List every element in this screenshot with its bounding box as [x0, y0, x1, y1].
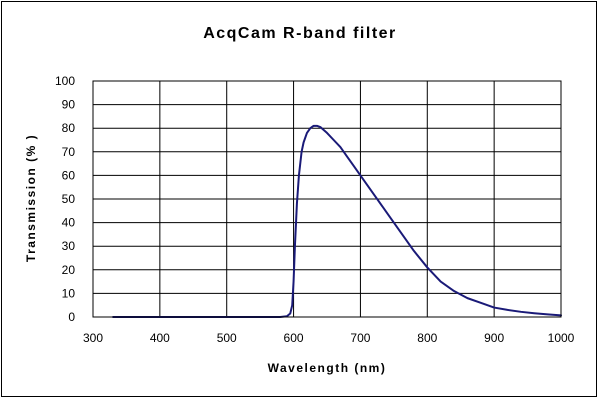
chart-title: AcqCam R-band filter — [203, 25, 397, 42]
y-tick-label: 0 — [68, 310, 75, 324]
x-tick-label: 300 — [83, 331, 103, 345]
y-tick-label: 10 — [62, 286, 76, 300]
y-tick-label: 100 — [55, 74, 75, 88]
tick-labels: 300 400 500 600 700 800 900 1000 0 10 20 30 40 50 60 70… — [55, 74, 575, 345]
y-tick-label: 90 — [62, 98, 76, 112]
x-tick-label: 600 — [284, 331, 304, 345]
grid — [92, 80, 562, 318]
series-layer — [112, 124, 562, 318]
x-tick-label: 500 — [217, 331, 237, 345]
y-tick-label: 20 — [62, 263, 76, 277]
x-tick-label: 1000 — [548, 331, 575, 345]
y-axis-label: Transmission (% ) — [24, 134, 38, 262]
series-line — [112, 124, 562, 318]
x-tick-label: 800 — [417, 331, 437, 345]
y-tick-label: 40 — [62, 216, 76, 230]
y-tick-label: 60 — [62, 168, 76, 182]
y-tick-label: 50 — [62, 192, 76, 206]
x-tick-label: 400 — [150, 331, 170, 345]
y-tick-label: 70 — [62, 145, 76, 159]
y-tick-label: 80 — [62, 121, 76, 135]
x-tick-label: 700 — [350, 331, 370, 345]
x-tick-label: 900 — [484, 331, 504, 345]
x-axis-label: Wavelength (nm) — [268, 361, 387, 375]
plot-area — [92, 80, 562, 318]
y-tick-label: 30 — [62, 239, 76, 253]
